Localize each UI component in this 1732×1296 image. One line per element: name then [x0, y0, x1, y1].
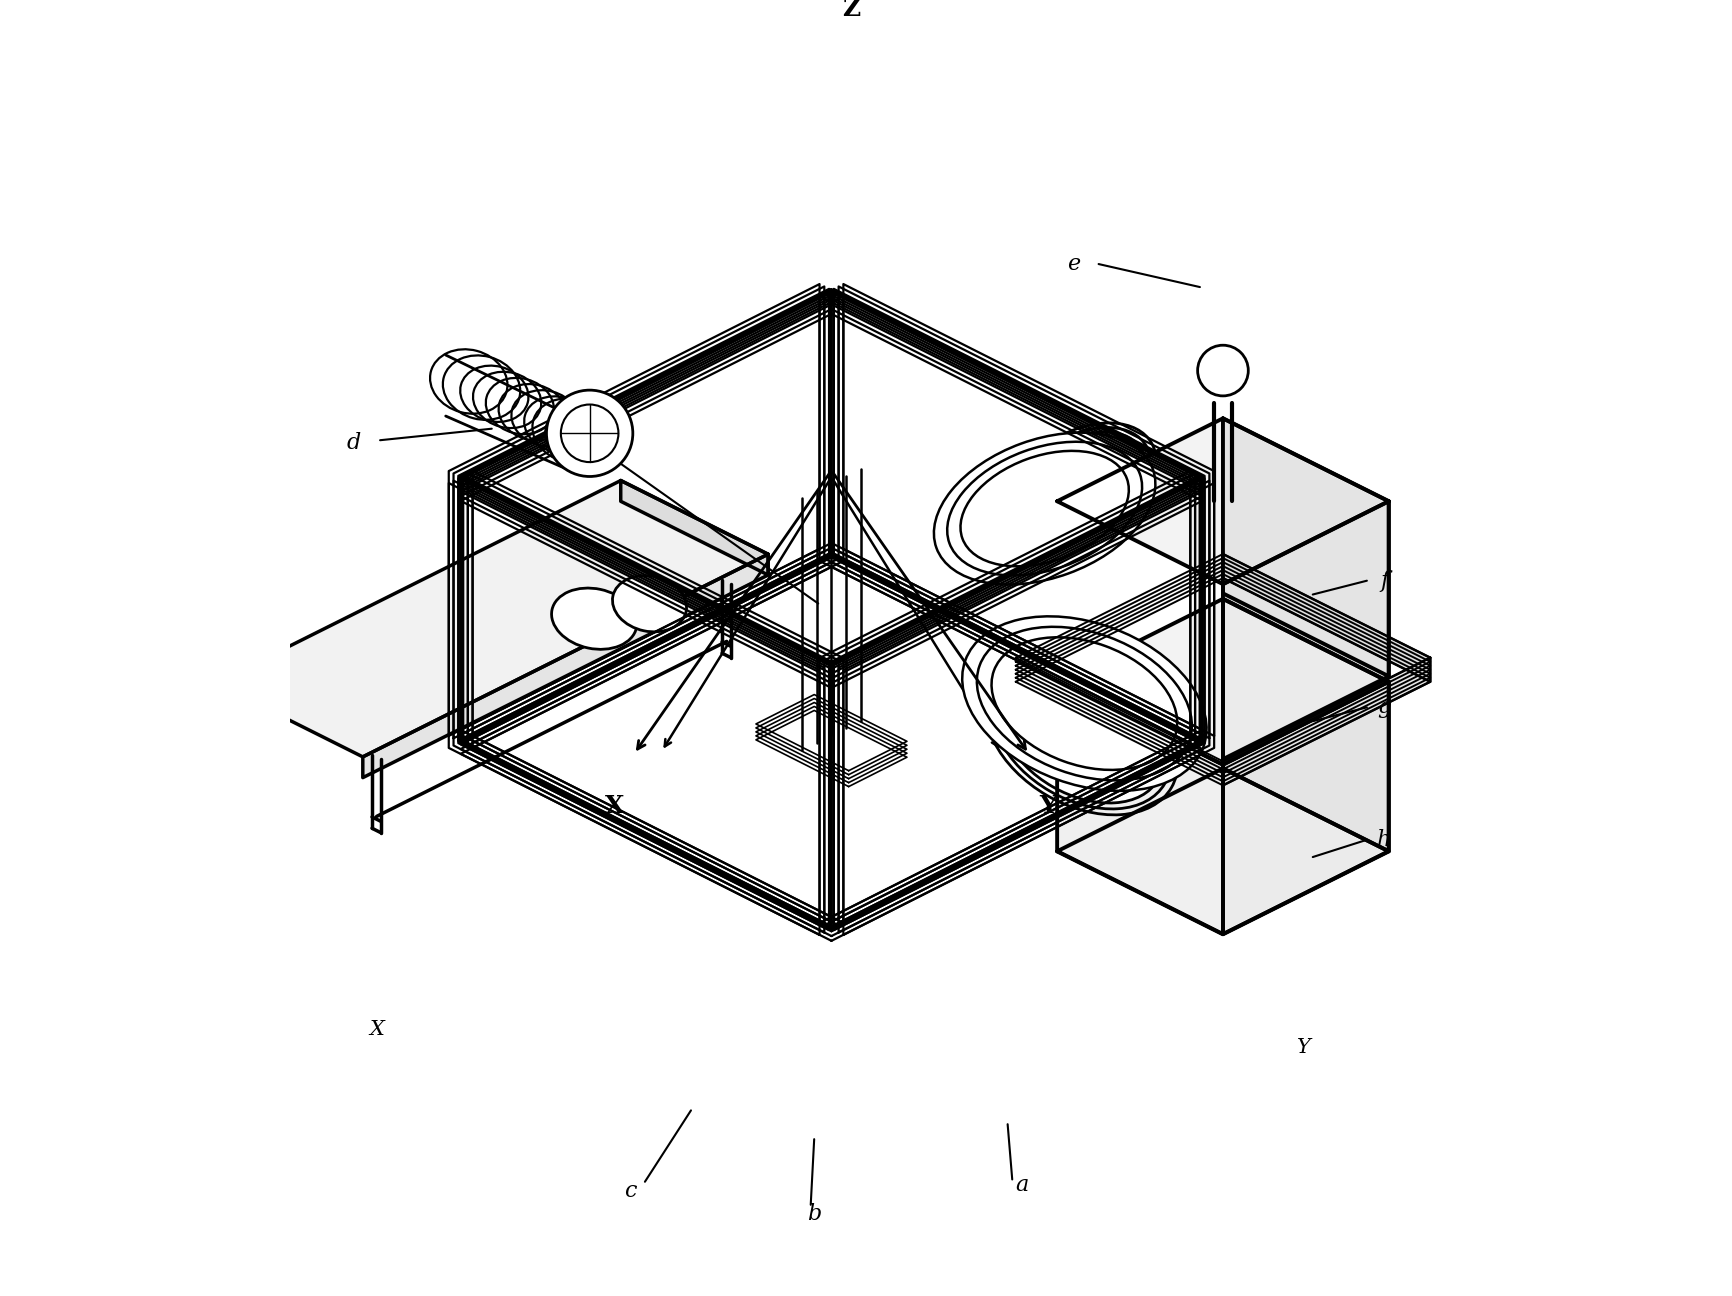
Text: b: b — [807, 1203, 821, 1225]
Polygon shape — [1057, 419, 1389, 584]
Polygon shape — [1223, 682, 1389, 934]
Ellipse shape — [1018, 432, 1145, 534]
Ellipse shape — [613, 575, 686, 632]
Polygon shape — [620, 481, 767, 575]
Ellipse shape — [546, 404, 622, 469]
Polygon shape — [1057, 599, 1389, 765]
Ellipse shape — [999, 669, 1164, 804]
Text: Y: Y — [1039, 793, 1058, 818]
Ellipse shape — [963, 617, 1207, 791]
Polygon shape — [215, 481, 767, 757]
Polygon shape — [1223, 555, 1431, 682]
Text: X: X — [369, 1020, 385, 1039]
Polygon shape — [362, 555, 767, 778]
Polygon shape — [1223, 599, 1389, 851]
Polygon shape — [1057, 682, 1223, 934]
Polygon shape — [1223, 419, 1389, 677]
Polygon shape — [1223, 657, 1431, 785]
Text: X: X — [604, 793, 624, 818]
Text: d: d — [346, 432, 360, 454]
Text: g: g — [1377, 696, 1391, 718]
Polygon shape — [1223, 502, 1389, 759]
Ellipse shape — [934, 433, 1155, 584]
Ellipse shape — [551, 588, 637, 649]
Text: Z: Z — [840, 0, 857, 5]
Text: a: a — [1015, 1174, 1029, 1196]
Text: f: f — [1380, 570, 1389, 592]
Text: e: e — [1067, 253, 1079, 275]
Ellipse shape — [430, 350, 507, 413]
Ellipse shape — [547, 390, 632, 477]
Circle shape — [1197, 345, 1249, 395]
Text: Y: Y — [1297, 1038, 1311, 1056]
Text: Z: Z — [842, 0, 861, 21]
Text: c: c — [624, 1179, 636, 1201]
Text: h: h — [1377, 828, 1391, 850]
